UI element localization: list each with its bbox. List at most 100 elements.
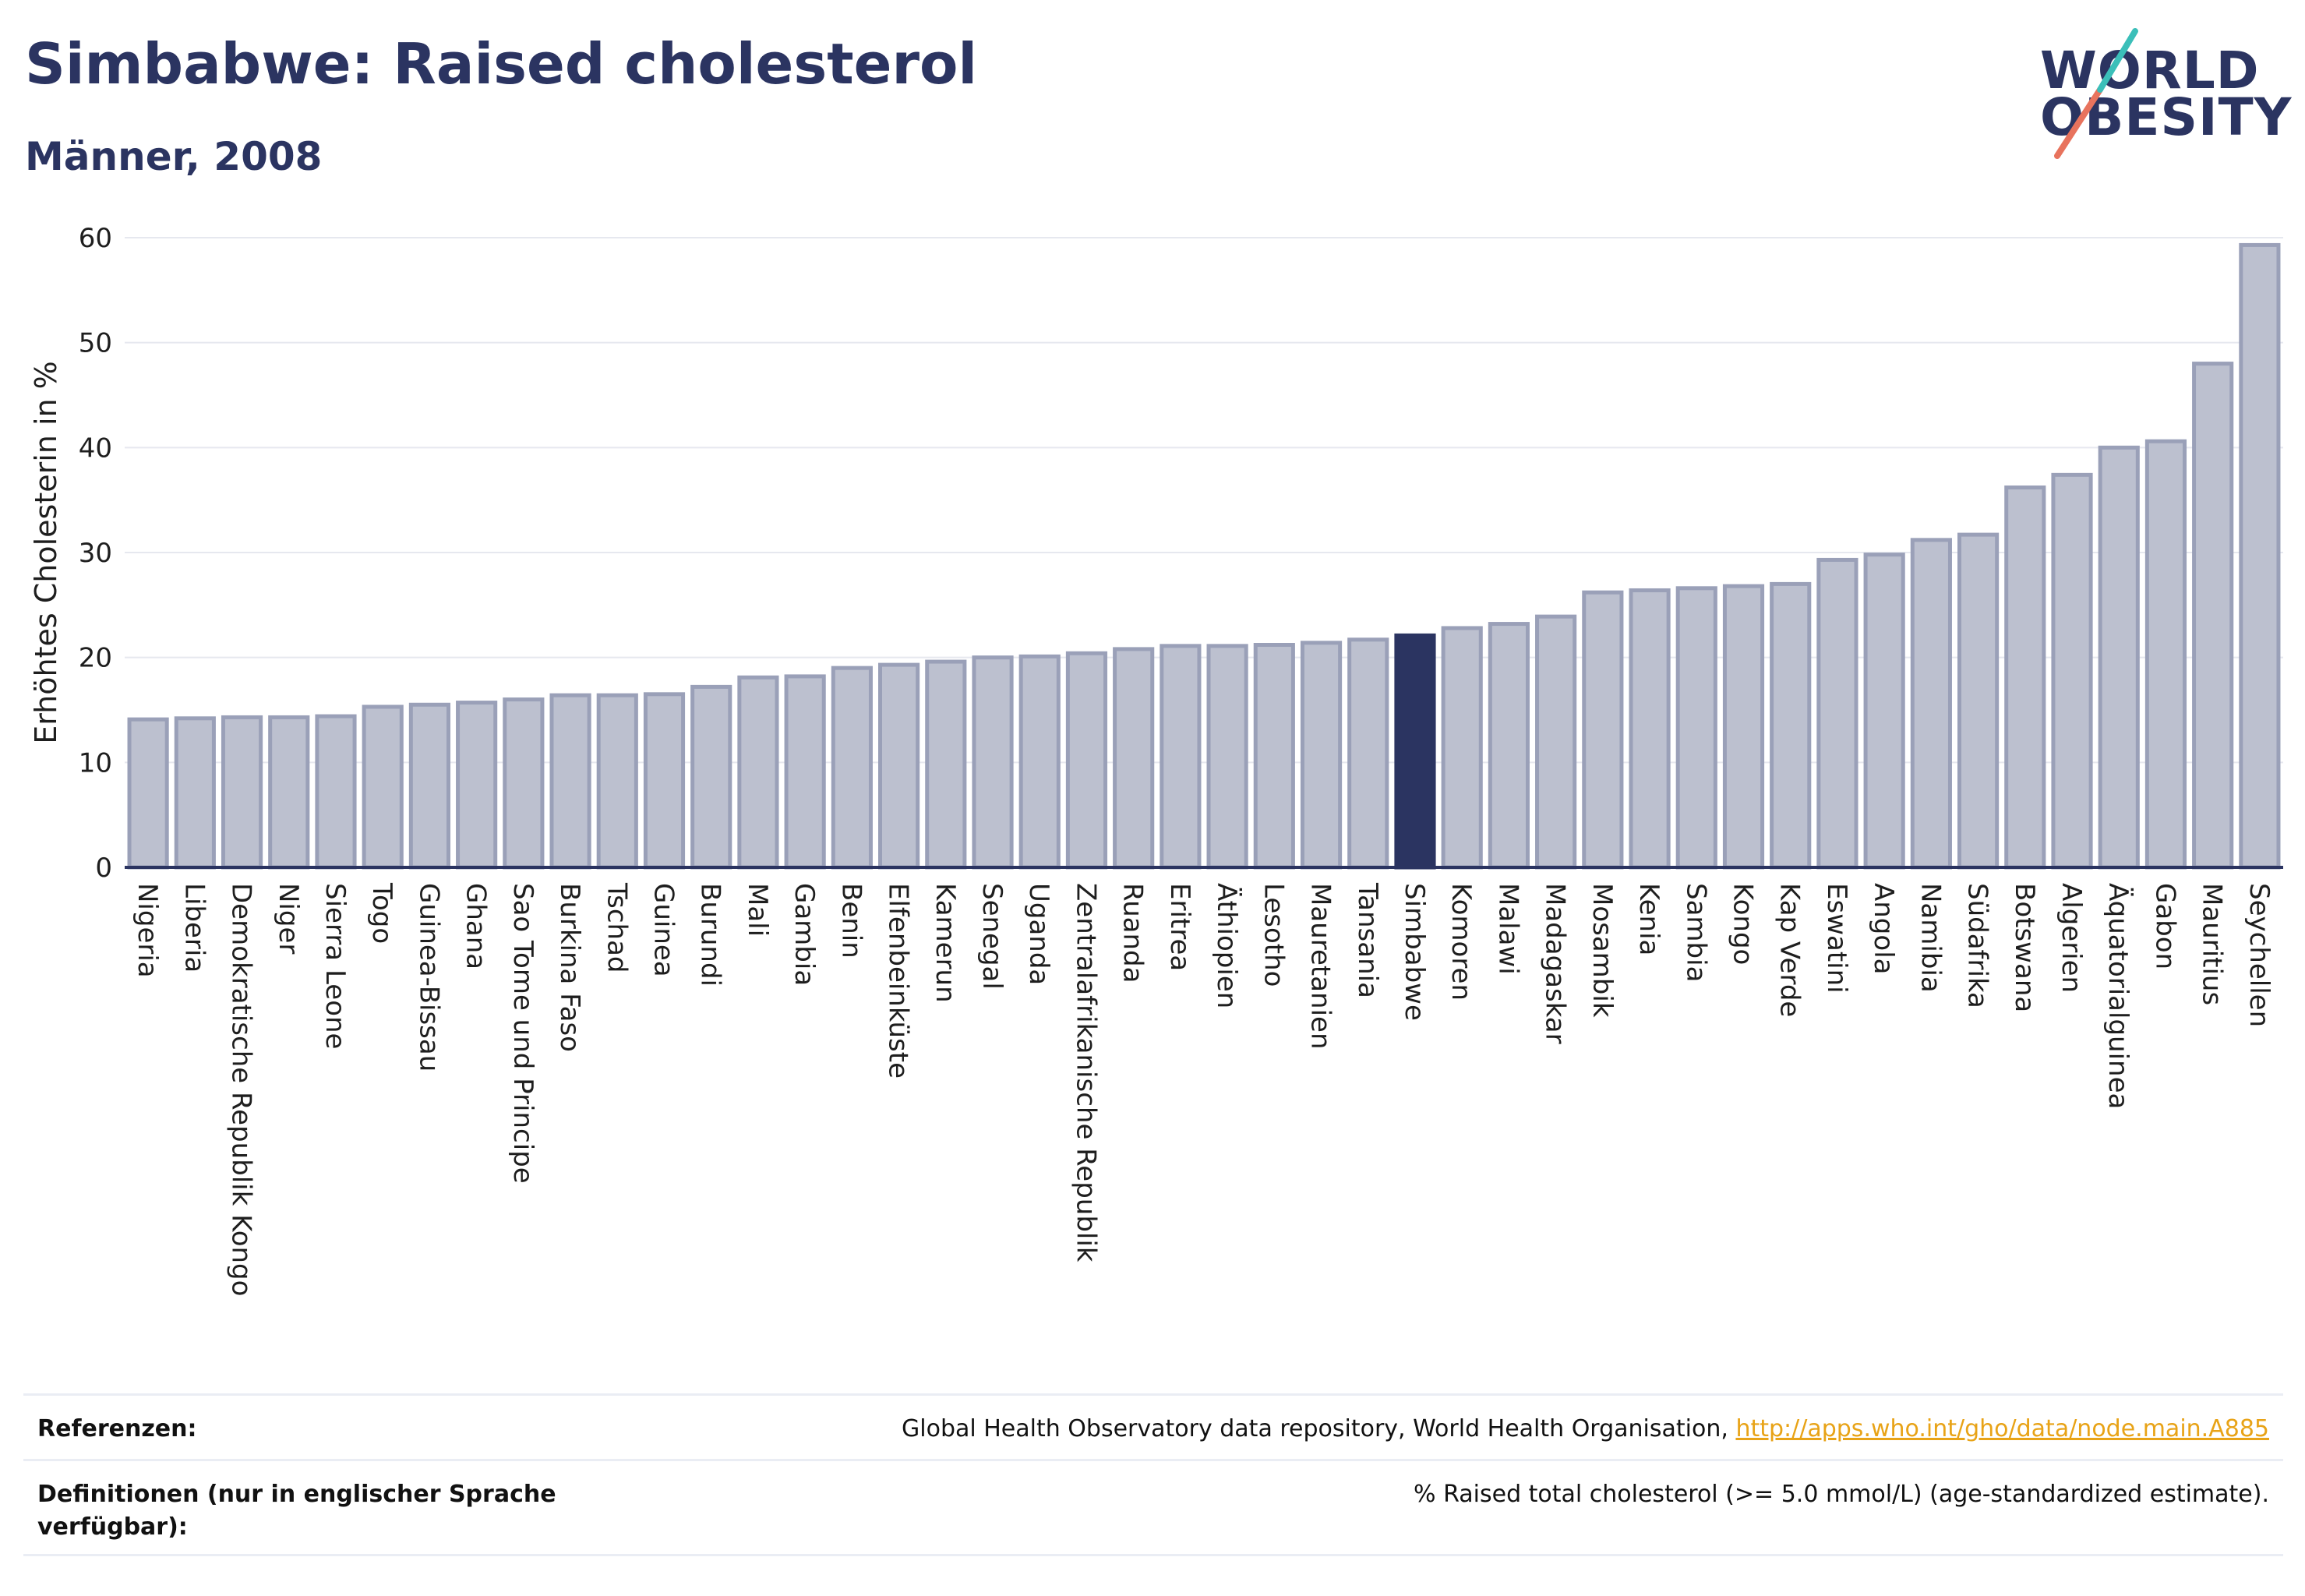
x-tick-label: Tschad [601, 882, 632, 973]
definitions-value: % Raised total cholesterol (>= 5.0 mmol/… [1414, 1481, 2269, 1508]
bar-kamerun [925, 659, 967, 870]
bar-tansania [1347, 637, 1389, 870]
x-tick-label: Demokratische Republik Kongo [226, 883, 257, 1296]
x-tick-label: Komoren [1445, 883, 1477, 1001]
bar-mauritius [2192, 362, 2234, 870]
x-tick-label: Burundi [695, 883, 726, 987]
x-tick-label: Guinea [648, 883, 679, 977]
bar-namibia [1910, 538, 1952, 870]
x-tick-label: Eritrea [1164, 883, 1195, 971]
bar-kap-verde [1770, 581, 1812, 870]
bar-simbabwe [1394, 633, 1436, 870]
y-tick-label: 10 [79, 747, 112, 779]
x-tick-label: Kamerun [930, 883, 961, 1003]
x-tick-label: Lesotho [1258, 883, 1289, 987]
bar-botswana [2004, 486, 2046, 870]
bar-madagaskar [1535, 614, 1577, 870]
x-tick-label: Elfenbeinküste [883, 883, 914, 1079]
bar-chart: 0 10 20 30 40 50 60 Nigeria Liberia Demokratisch… [29, 223, 2283, 1296]
bar-mauretanien [1300, 641, 1343, 870]
bar-angola [1863, 553, 1905, 870]
bar-kongo [1722, 584, 1765, 870]
bar-uganda [1018, 654, 1061, 870]
bar-burkina-faso [549, 693, 591, 870]
x-tick-label: Sierra Leone [319, 883, 351, 1049]
bar-algerien [2051, 472, 2093, 870]
x-tick-label: Mauretanien [1305, 883, 1336, 1050]
bar-lesotho [1253, 643, 1295, 870]
y-tick-label: 50 [79, 328, 112, 359]
page-subtitle: Männer, 2008 [25, 134, 323, 179]
bar-südafrika [1957, 532, 2000, 870]
x-tick-label: Namibia [1915, 883, 1946, 993]
x-tick-label: Simbabwe [1399, 883, 1430, 1021]
references-link[interactable]: http://apps.who.int/gho/data/node.main.A… [1735, 1415, 2269, 1442]
y-tick-label: 40 [79, 433, 112, 464]
x-tick-label: Ruanda [1117, 883, 1149, 983]
bar-eritrea [1160, 644, 1202, 870]
x-tick-label: Botswana [2009, 883, 2040, 1012]
x-tick-label: Mauritius [2197, 883, 2228, 1005]
x-tick-label: Angola [1868, 883, 1899, 974]
x-tick-label: Madagaskar [1540, 883, 1571, 1044]
bar-komoren [1441, 626, 1483, 870]
bar-mali [737, 675, 779, 870]
x-tick-label: Mosambik [1587, 883, 1618, 1018]
references-label: Referenzen: [37, 1415, 197, 1442]
x-tick-label: Sao Tome und Principe [507, 883, 538, 1184]
bar-mosambik [1582, 590, 1624, 870]
bar-ruanda [1113, 647, 1155, 870]
bar-gambia [784, 674, 826, 870]
bar-gabon [2144, 439, 2187, 870]
x-tick-label: Äthiopien [1211, 883, 1242, 1008]
bar-äthiopien [1206, 644, 1248, 870]
bar-guinea-bissau [408, 702, 451, 870]
bar-kenia [1629, 588, 1671, 870]
bar-seychellen [2239, 242, 2281, 870]
bar-togo [362, 704, 404, 870]
x-tick-label: Liberia [178, 883, 210, 973]
x-tick-label: Mali [742, 883, 773, 937]
bar-demokratische-republik-kongo [221, 715, 263, 870]
x-tick-label: Senegal [976, 883, 1008, 990]
x-tick-label: Nigeria [132, 883, 163, 978]
bar-äquatorialguinea [2098, 445, 2140, 870]
bar-ghana [456, 701, 498, 870]
definitions-label: Definitionen (nur in englischer Sprache … [37, 1481, 556, 1541]
bar-sierra-leone [315, 714, 357, 870]
x-tick-label: Burkina Faso [554, 883, 585, 1052]
x-tick-label: Gabon [2149, 883, 2180, 969]
x-tick-label: Guinea-Bissau [413, 883, 444, 1072]
x-tick-label: Seychellen [2243, 883, 2275, 1027]
x-tick-label: Südafrika [1962, 883, 1993, 1008]
bar-liberia [174, 716, 216, 870]
bar-eswatini [1816, 557, 1858, 870]
bar-malawi [1488, 622, 1530, 870]
references-value: Global Health Observatory data repositor… [902, 1413, 2269, 1446]
y-tick-label: 0 [95, 853, 112, 884]
bar-benin [831, 666, 873, 870]
bar-nigeria [127, 717, 169, 870]
x-tick-label: Zentralafrikanische Republik [1070, 883, 1101, 1262]
bars [127, 242, 2281, 870]
bar-sambia [1675, 586, 1717, 870]
logo-line-1: WORLD [2040, 41, 2260, 101]
x-tick-label: Sambia [1680, 883, 1711, 982]
bar-senegal [972, 655, 1014, 870]
definitions-row: Definitionen (nur in englischer Sprache … [23, 1459, 2283, 1556]
x-tick-label: Niger [273, 883, 304, 954]
footer-bottom-border [23, 1554, 2283, 1558]
bar-elfenbeinküste [878, 662, 920, 870]
x-axis-ticks: Nigeria Liberia Demokratische Republik Kon… [132, 882, 2275, 1296]
x-tick-label: Gambia [789, 883, 820, 986]
x-tick-label: Äquatorialguinea [2102, 883, 2134, 1109]
y-axis-title: Erhöhtes Cholesterin in % [29, 361, 63, 744]
bar-zentralafrikanische-republik [1065, 651, 1108, 870]
logo-slash-icon [2054, 28, 2138, 159]
x-tick-label: Malawi [1492, 883, 1523, 975]
x-tick-label: Togo [366, 882, 397, 944]
y-tick-label: 60 [79, 223, 112, 254]
x-tick-label: Eswatini [1821, 883, 1852, 994]
bar-tschad [596, 693, 638, 870]
page-title: Simbabwe: Raised cholesterol [25, 31, 978, 97]
